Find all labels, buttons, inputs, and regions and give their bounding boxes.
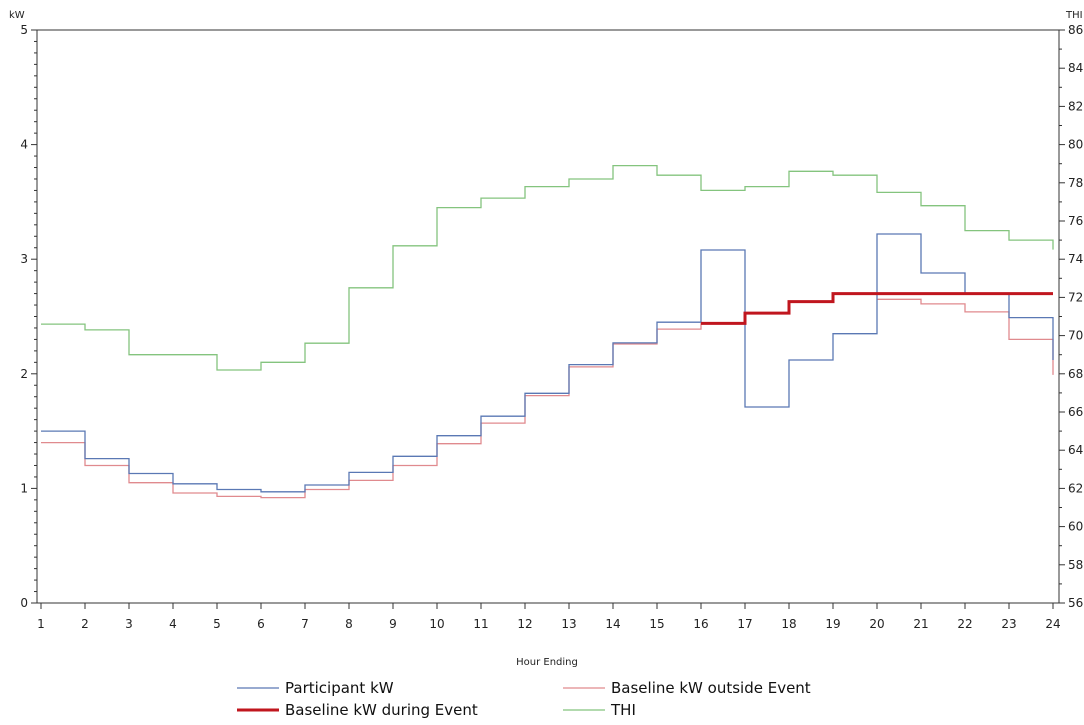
y-right-tick-label: 70 bbox=[1068, 329, 1083, 343]
x-tick-label: 21 bbox=[913, 617, 928, 631]
plot-frame bbox=[36, 29, 1060, 604]
x-tick-label: 5 bbox=[213, 617, 221, 631]
y-right-axis: 56 58 60 62 64 66 68 70 72 74 76 78 80 82 84 86 bbox=[1059, 23, 1083, 610]
series-line-thi bbox=[41, 164, 1054, 371]
legend-label-participant-kw: Participant kW bbox=[285, 679, 394, 697]
y-right-tick-label: 56 bbox=[1068, 596, 1083, 610]
y-right-tick-label: 72 bbox=[1068, 290, 1083, 304]
x-tick-label: 20 bbox=[869, 617, 884, 631]
y-left-tick-label: 2 bbox=[20, 367, 28, 381]
y-left-axis: 0 1 2 3 4 5 bbox=[20, 23, 37, 610]
x-tick-label: 14 bbox=[605, 617, 620, 631]
legend: Participant kW Baseline kW outside Event B… bbox=[237, 679, 811, 719]
y-right-tick-label: 84 bbox=[1068, 61, 1083, 75]
y-right-axis-title: THI bbox=[1065, 10, 1083, 21]
x-tick-label: 6 bbox=[257, 617, 265, 631]
x-tick-label: 13 bbox=[561, 617, 576, 631]
y-left-tick-label: 5 bbox=[20, 23, 28, 37]
y-left-axis-title: kW bbox=[9, 10, 25, 21]
series-layer bbox=[41, 164, 1054, 499]
y-right-tick-label: 82 bbox=[1068, 99, 1083, 113]
x-tick-label: 18 bbox=[781, 617, 796, 631]
y-right-tick-label: 78 bbox=[1068, 176, 1083, 190]
x-tick-label: 10 bbox=[429, 617, 444, 631]
x-tick-label: 23 bbox=[1001, 617, 1016, 631]
series-line-participant-kw bbox=[41, 233, 1054, 493]
x-tick-label: 16 bbox=[693, 617, 708, 631]
legend-label-baseline-kw-during-event: Baseline kW during Event bbox=[285, 701, 478, 719]
x-axis-title: Hour Ending bbox=[516, 657, 578, 668]
x-tick-label: 1 bbox=[37, 617, 45, 631]
x-tick-label: 4 bbox=[169, 617, 177, 631]
x-axis: 1 2 3 4 5 6 7 8 9 10 11 12 13 14 15 16 17 18 19 20 21 22 23 24 bbox=[37, 603, 1061, 631]
x-tick-label: 11 bbox=[473, 617, 488, 631]
x-tick-label: 17 bbox=[737, 617, 752, 631]
x-tick-label: 2 bbox=[81, 617, 89, 631]
x-tick-label: 3 bbox=[125, 617, 133, 631]
y-right-tick-label: 74 bbox=[1068, 252, 1083, 266]
y-right-tick-label: 64 bbox=[1068, 443, 1083, 457]
y-right-tick-label: 62 bbox=[1068, 481, 1083, 495]
legend-label-thi: THI bbox=[610, 701, 636, 719]
y-right-tick-label: 60 bbox=[1068, 520, 1083, 534]
x-tick-label: 19 bbox=[825, 617, 840, 631]
y-left-tick-label: 0 bbox=[20, 596, 28, 610]
y-right-tick-label: 76 bbox=[1068, 214, 1083, 228]
x-tick-label: 8 bbox=[345, 617, 353, 631]
y-left-tick-label: 4 bbox=[20, 138, 28, 152]
y-right-tick-label: 86 bbox=[1068, 23, 1083, 37]
y-right-tick-label: 80 bbox=[1068, 138, 1083, 152]
legend-label-baseline-kw-outside-event: Baseline kW outside Event bbox=[611, 679, 811, 697]
y-right-tick-label: 58 bbox=[1068, 558, 1083, 572]
y-left-tick-label: 1 bbox=[20, 481, 28, 495]
y-right-tick-label: 68 bbox=[1068, 367, 1083, 381]
x-tick-label: 9 bbox=[389, 617, 397, 631]
series-line-baseline-kw-during-event bbox=[701, 292, 1053, 325]
y-right-tick-label: 66 bbox=[1068, 405, 1083, 419]
x-tick-label: 12 bbox=[517, 617, 532, 631]
y-left-tick-label: 3 bbox=[20, 252, 28, 266]
x-tick-label: 22 bbox=[957, 617, 972, 631]
x-tick-label: 24 bbox=[1045, 617, 1060, 631]
x-tick-label: 7 bbox=[301, 617, 309, 631]
x-tick-label: 15 bbox=[649, 617, 664, 631]
series-line-baseline-kw-outside-event bbox=[41, 298, 1054, 499]
